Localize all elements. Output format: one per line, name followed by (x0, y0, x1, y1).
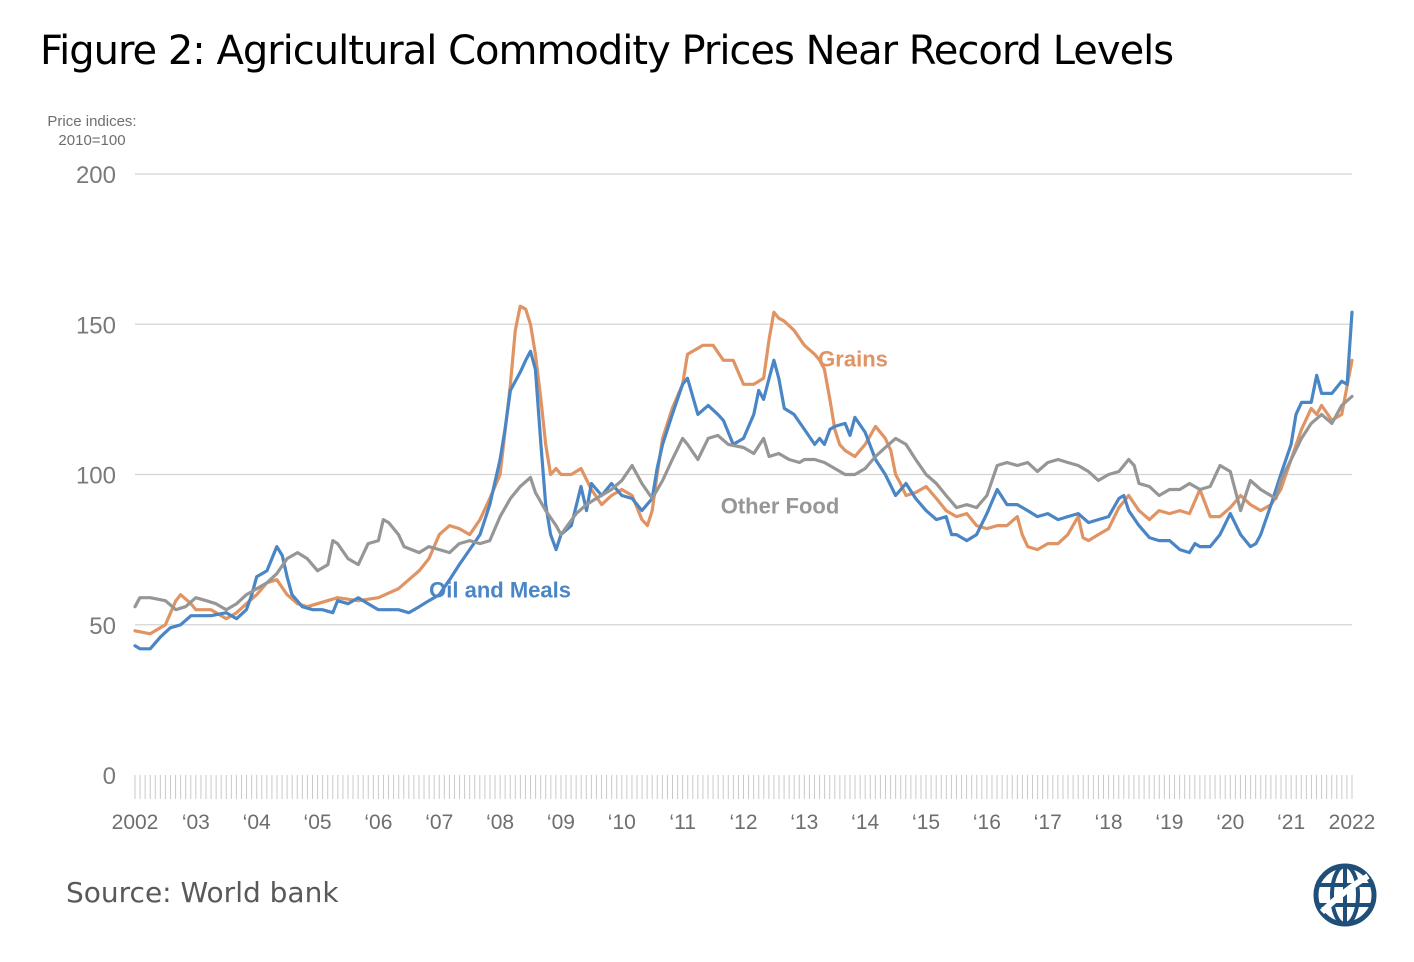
x-tick-label: ‘21 (1277, 811, 1305, 834)
source-note: Source: World bank (66, 876, 339, 909)
figure-title: Figure 2: Agricultural Commodity Prices … (40, 28, 1174, 74)
series-line-grains (133, 304, 1354, 636)
series-label-other-food: Other Food (721, 494, 840, 519)
x-tick-labels: 2002 ‘03 ‘04 ‘05 ‘06 ‘07 ‘08 ‘09 ‘10 ‘11 ‘12 ‘13 ‘14… (112, 811, 1376, 834)
x-tick-label: ‘11 (669, 811, 695, 834)
x-tick-label: ‘17 (1034, 811, 1062, 834)
series-line-oil-and-meals (133, 310, 1354, 651)
y-tick-labels: 0 50 100 150 200 (76, 162, 116, 790)
series-lines (133, 304, 1354, 651)
x-tick-label: ‘18 (1095, 811, 1123, 834)
x-tick-label: ‘09 (547, 811, 575, 834)
x-axis-ticks (134, 775, 1353, 799)
y-axis-label-line: 2010=100 (58, 132, 125, 149)
x-tick-label: ‘15 (912, 811, 940, 834)
x-tick-label: ‘13 (790, 811, 818, 834)
y-tick-label: 50 (89, 613, 116, 640)
y-axis-label-line: Price indices: (47, 113, 136, 130)
series-line-other-food (133, 394, 1354, 612)
series-label-oil-and-meals: Oil and Meals (429, 578, 571, 603)
x-tick-label: 2022 (1329, 811, 1376, 834)
world-bank-globe-icon (1313, 863, 1377, 927)
y-tick-label: 200 (76, 162, 116, 189)
x-tick-label: 2002 (112, 811, 159, 834)
series-label-grains: Grains (818, 346, 888, 371)
y-axis-label: Price indices: 2010=100 (47, 113, 136, 149)
x-tick-label: ‘10 (608, 811, 636, 834)
x-tick-label: ‘07 (425, 811, 453, 834)
x-tick-label: ‘20 (1216, 811, 1244, 834)
y-tick-label: 150 (76, 312, 116, 339)
y-tick-label: 0 (103, 763, 116, 790)
gridlines (135, 173, 1352, 626)
x-tick-label: ‘08 (486, 811, 514, 834)
y-tick-label: 100 (76, 463, 116, 490)
x-tick-label: ‘12 (729, 811, 757, 834)
x-tick-label: ‘04 (243, 811, 271, 834)
x-tick-label: ‘03 (182, 811, 210, 834)
x-tick-label: ‘06 (364, 811, 392, 834)
x-tick-label: ‘16 (973, 811, 1001, 834)
chart: Price indices: 2010=100 0 50 100 150 200 2002… (47, 113, 1376, 834)
x-tick-label: ‘05 (304, 811, 332, 834)
series-labels: Grains Oil and Meals Other Food (429, 346, 888, 602)
x-tick-label: ‘14 (851, 811, 879, 834)
x-tick-label: ‘19 (1155, 811, 1183, 834)
